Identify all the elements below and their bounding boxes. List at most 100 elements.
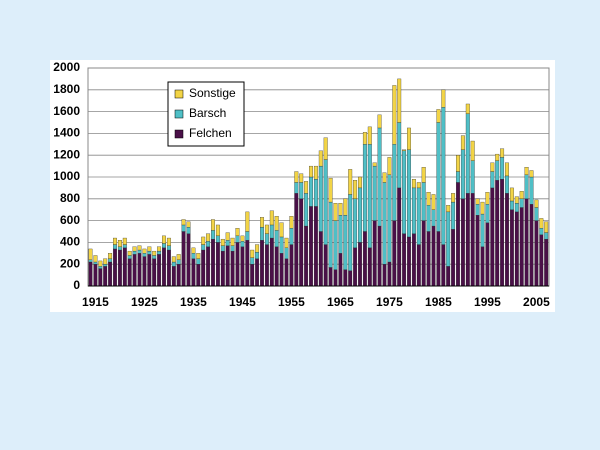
bar-segment — [230, 237, 235, 246]
bar-segment — [333, 220, 338, 270]
bar-segment — [519, 207, 524, 287]
bar-segment — [358, 187, 362, 243]
bar-segment — [514, 196, 519, 204]
bar-segment — [402, 150, 407, 234]
bar-segment — [407, 127, 411, 150]
bar-segment — [544, 232, 549, 240]
bar-segment — [137, 253, 142, 287]
bar-segment — [353, 180, 358, 199]
bar-segment — [113, 237, 117, 245]
bar-segment — [426, 192, 431, 206]
bar-segment — [152, 258, 157, 287]
bar-segment — [313, 179, 318, 207]
bar-segment — [456, 155, 460, 172]
bar-segment — [519, 191, 524, 199]
bar-segment — [338, 253, 343, 287]
bar-segment — [142, 253, 147, 257]
bar-segment — [529, 204, 534, 287]
bar-segment — [509, 200, 514, 210]
bar-segment — [255, 258, 260, 287]
bar-segment — [475, 204, 480, 216]
bar-segment — [103, 264, 108, 267]
bar-segment — [98, 266, 103, 269]
bar-segment — [495, 160, 500, 181]
bar-segment — [377, 127, 382, 227]
bar-segment — [279, 222, 284, 238]
bar-segment — [122, 244, 127, 249]
bar-segment — [382, 264, 387, 287]
bar-segment — [318, 150, 323, 167]
bar-segment — [269, 224, 274, 239]
bar-segment — [490, 187, 495, 287]
bar-segment — [392, 85, 397, 145]
bar-segment — [485, 204, 490, 223]
y-tick-label: 400 — [60, 235, 80, 249]
bar-segment — [328, 267, 333, 287]
bar-segment — [367, 144, 372, 249]
bar-segment — [460, 135, 465, 150]
bar-segment — [171, 266, 176, 287]
bar-segment — [176, 259, 181, 265]
bar-segment — [98, 260, 103, 267]
x-tick-label: 1915 — [82, 295, 109, 309]
bar-segment — [519, 198, 524, 208]
bar-segment — [426, 231, 431, 287]
legend-label: Barsch — [189, 106, 226, 120]
bar-segment — [529, 170, 534, 178]
bar-segment — [407, 149, 411, 238]
bar-segment — [470, 193, 475, 287]
bar-segment — [362, 231, 367, 287]
bar-segment — [162, 243, 166, 249]
bar-segment — [392, 220, 397, 287]
bar-segment — [211, 230, 215, 240]
legend-label: Sonstige — [189, 86, 236, 100]
bar-segment — [157, 254, 162, 287]
bar-segment — [181, 224, 186, 232]
legend-swatch — [174, 109, 184, 119]
bar-segment — [284, 247, 289, 259]
x-tick-label: 2005 — [523, 295, 550, 309]
bar-segment — [358, 176, 362, 189]
bar-segment — [117, 240, 122, 247]
bar-segment — [294, 193, 299, 287]
bar-segment — [323, 137, 328, 160]
bar-segment — [397, 122, 402, 189]
bar-segment — [446, 266, 451, 287]
bar-segment — [397, 187, 402, 287]
bar-segment — [98, 268, 103, 287]
bar-segment — [456, 182, 460, 287]
bar-segment — [377, 225, 382, 287]
bar-segment — [191, 258, 196, 287]
bar-segment — [220, 238, 225, 246]
bar-segment — [416, 187, 421, 245]
bar-segment — [446, 205, 451, 213]
bar-segment — [206, 233, 211, 242]
bar-segment — [358, 242, 362, 287]
bar-segment — [495, 153, 500, 161]
bar-segment — [240, 241, 245, 247]
bar-segment — [299, 182, 304, 199]
y-tick-label: 800 — [60, 191, 80, 205]
bar-segment — [387, 261, 392, 287]
bar-segment — [509, 187, 514, 202]
bar-segment — [260, 226, 264, 241]
y-tick-label: 1400 — [53, 126, 80, 140]
bar-segment — [304, 193, 309, 227]
x-tick-label: 1925 — [131, 295, 158, 309]
bar-segment — [529, 176, 534, 205]
bar-segment — [509, 209, 514, 287]
bar-segment — [534, 220, 539, 287]
bar-segment — [313, 206, 318, 287]
bar-segment — [166, 245, 171, 251]
bar-segment — [201, 249, 206, 287]
bar-segment — [191, 247, 196, 254]
bar-segment — [171, 261, 176, 267]
bar-segment — [211, 238, 215, 287]
bar-segment — [176, 264, 181, 287]
bar-segment — [436, 122, 441, 232]
bar-segment — [235, 235, 240, 243]
bar-segment — [539, 234, 544, 287]
bar-segment — [465, 113, 470, 194]
x-tick-label: 1965 — [327, 295, 354, 309]
bar-segment — [480, 201, 485, 215]
